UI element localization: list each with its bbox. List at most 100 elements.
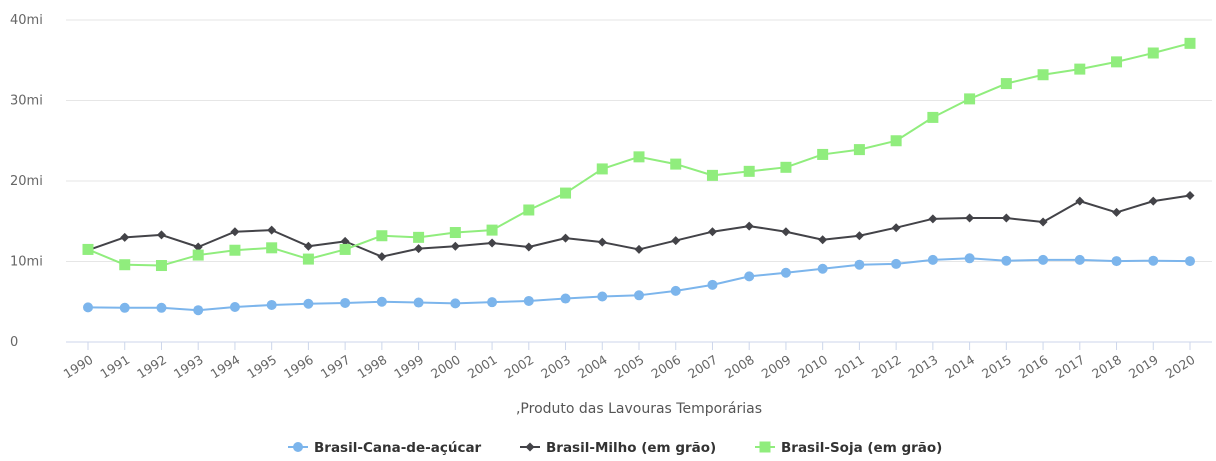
data-point-cana-de-acucar[interactable] (744, 271, 755, 282)
data-point-milho[interactable] (1148, 196, 1158, 206)
data-point-milho[interactable] (1075, 196, 1085, 206)
data-point-soja[interactable] (633, 151, 645, 163)
data-point-soja[interactable] (1184, 37, 1196, 49)
data-point-soja[interactable] (1111, 56, 1123, 68)
data-point-cana-de-acucar[interactable] (1001, 255, 1012, 266)
data-point-milho[interactable] (965, 213, 975, 223)
data-point-milho[interactable] (193, 242, 203, 252)
data-point-cana-de-acucar[interactable] (1148, 255, 1159, 266)
data-point-soja[interactable] (743, 165, 755, 177)
data-point-soja[interactable] (1000, 78, 1012, 90)
data-point-soja[interactable] (1147, 47, 1159, 59)
x-tick-label: 1996 (281, 352, 316, 382)
data-point-soja[interactable] (890, 135, 902, 147)
data-point-soja[interactable] (339, 243, 351, 255)
data-point-milho[interactable] (120, 232, 130, 242)
data-point-milho[interactable] (671, 236, 681, 246)
data-point-milho[interactable] (781, 227, 791, 237)
data-point-soja[interactable] (266, 242, 278, 254)
data-point-milho[interactable] (450, 241, 460, 251)
data-point-soja[interactable] (927, 111, 939, 123)
data-point-cana-de-acucar[interactable] (413, 297, 424, 308)
data-point-milho[interactable] (303, 241, 313, 251)
data-point-soja[interactable] (560, 187, 572, 199)
data-point-milho[interactable] (707, 227, 717, 237)
data-point-milho[interactable] (524, 242, 534, 252)
data-point-soja[interactable] (670, 158, 682, 170)
data-point-milho[interactable] (230, 227, 240, 237)
data-point-soja[interactable] (302, 253, 314, 265)
data-point-cana-de-acucar[interactable] (156, 302, 167, 313)
data-point-cana-de-acucar[interactable] (376, 296, 387, 307)
data-point-soja[interactable] (706, 169, 718, 181)
data-point-milho[interactable] (928, 214, 938, 224)
data-point-soja[interactable] (449, 227, 461, 239)
data-point-milho[interactable] (487, 238, 497, 248)
data-point-milho[interactable] (267, 225, 277, 235)
data-point-soja[interactable] (82, 243, 94, 255)
data-point-cana-de-acucar[interactable] (450, 298, 461, 309)
data-point-cana-de-acucar[interactable] (964, 253, 975, 264)
data-point-cana-de-acucar[interactable] (523, 295, 534, 306)
data-point-cana-de-acucar[interactable] (670, 285, 681, 296)
data-point-cana-de-acucar[interactable] (780, 267, 791, 278)
data-point-soja[interactable] (523, 204, 535, 216)
data-point-soja[interactable] (192, 249, 204, 261)
legend[interactable]: Brasil-Cana-de-açúcar Brasil-Milho (em gr… (288, 440, 942, 456)
data-point-soja[interactable] (376, 230, 388, 242)
data-point-milho[interactable] (818, 235, 828, 245)
data-point-milho[interactable] (634, 244, 644, 254)
data-point-milho[interactable] (156, 230, 166, 240)
data-point-soja[interactable] (964, 93, 976, 105)
data-point-soja[interactable] (1074, 63, 1086, 75)
series-line-cana-de-acucar (87, 257, 1191, 312)
data-point-cana-de-acucar[interactable] (707, 279, 718, 290)
data-point-cana-de-acucar[interactable] (303, 298, 314, 309)
data-point-milho[interactable] (340, 236, 350, 246)
data-point-milho[interactable] (1001, 213, 1011, 223)
data-point-milho[interactable] (597, 237, 607, 247)
data-point-milho[interactable] (377, 252, 387, 262)
data-point-cana-de-acucar[interactable] (927, 254, 938, 265)
legend-item-milho[interactable]: Brasil-Milho (em grão) (520, 440, 716, 456)
data-point-cana-de-acucar[interactable] (1111, 256, 1122, 267)
data-point-soja[interactable] (1037, 69, 1049, 81)
legend-item-soja[interactable]: Brasil-Soja (em grão) (755, 440, 942, 456)
data-point-cana-de-acucar[interactable] (229, 301, 240, 312)
data-point-soja[interactable] (596, 163, 608, 175)
data-point-cana-de-acucar[interactable] (1038, 254, 1049, 265)
data-point-soja[interactable] (229, 244, 241, 256)
data-point-milho[interactable] (744, 221, 754, 231)
data-point-milho[interactable] (1112, 207, 1122, 217)
data-point-cana-de-acucar[interactable] (193, 305, 204, 316)
legend-item-cana-de-acucar[interactable]: Brasil-Cana-de-açúcar (288, 440, 482, 456)
legend-symbol-circle (293, 442, 303, 452)
data-point-soja[interactable] (486, 224, 498, 236)
data-point-cana-de-acucar[interactable] (597, 291, 608, 302)
data-point-milho[interactable] (891, 223, 901, 233)
data-point-cana-de-acucar[interactable] (891, 258, 902, 269)
data-point-cana-de-acucar[interactable] (817, 263, 828, 274)
data-point-soja[interactable] (413, 231, 425, 243)
data-point-soja[interactable] (817, 148, 829, 160)
data-point-cana-de-acucar[interactable] (83, 302, 93, 313)
data-point-cana-de-acucar[interactable] (119, 302, 130, 313)
data-point-soja[interactable] (853, 144, 865, 156)
data-point-cana-de-acucar[interactable] (560, 293, 571, 304)
data-point-cana-de-acucar[interactable] (634, 290, 644, 301)
data-point-soja[interactable] (119, 259, 131, 271)
data-point-cana-de-acucar[interactable] (1074, 254, 1085, 265)
data-point-milho[interactable] (1038, 217, 1048, 227)
data-point-milho[interactable] (854, 231, 864, 241)
data-point-cana-de-acucar[interactable] (1185, 256, 1195, 267)
data-point-cana-de-acucar[interactable] (854, 259, 865, 270)
data-point-cana-de-acucar[interactable] (487, 297, 498, 308)
data-point-soja[interactable] (780, 161, 792, 173)
data-point-milho[interactable] (414, 244, 424, 254)
data-point-soja[interactable] (155, 260, 167, 272)
data-point-milho[interactable] (561, 233, 571, 243)
x-tick-label: 2016 (1016, 352, 1051, 382)
data-point-cana-de-acucar[interactable] (266, 299, 277, 310)
data-point-milho[interactable] (1185, 190, 1195, 200)
data-point-cana-de-acucar[interactable] (340, 297, 351, 308)
